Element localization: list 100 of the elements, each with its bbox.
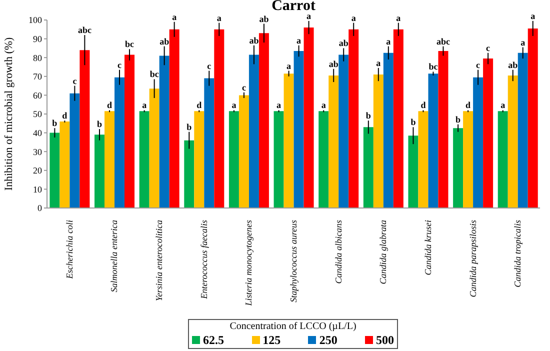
- bar: [348, 29, 359, 208]
- data-label: d: [466, 100, 471, 110]
- data-label: d: [107, 100, 112, 110]
- data-label: a: [500, 100, 506, 110]
- legend-label: 250: [318, 333, 338, 347]
- legend-title: Concentration of LCCO (µL/L): [228, 321, 358, 333]
- data-label: d: [196, 100, 202, 110]
- bar: [498, 111, 508, 208]
- data-label: c: [476, 60, 480, 70]
- bar: [149, 88, 160, 208]
- bar: [284, 74, 294, 208]
- data-label: a: [351, 12, 356, 23]
- data-label: abc: [436, 36, 450, 46]
- bar: [214, 29, 224, 208]
- bar: [238, 95, 249, 208]
- bar: [159, 56, 170, 208]
- data-label: b: [410, 117, 416, 128]
- bar: [518, 52, 528, 208]
- data-label: c: [118, 60, 122, 70]
- bar: [383, 52, 394, 208]
- data-label: d: [420, 100, 426, 110]
- bar: [80, 50, 90, 208]
- data-label: a: [216, 12, 222, 23]
- bar: [94, 134, 105, 208]
- data-label: a: [376, 58, 382, 68]
- bar: [428, 74, 438, 208]
- bar: [274, 111, 284, 208]
- data-label: bc: [150, 69, 159, 80]
- bar: [204, 78, 214, 208]
- y-tick-label: 70: [33, 72, 42, 82]
- x-tick-label: Candida glabrata: [378, 220, 388, 284]
- data-label: a: [232, 100, 237, 110]
- y-tick-label: 10: [33, 184, 42, 194]
- data-label: c: [242, 82, 246, 92]
- x-tick-label: Salmonella enterica: [109, 220, 120, 292]
- bar: [483, 58, 494, 208]
- bar: [508, 75, 518, 208]
- x-tick-label: Enterococcus faecalis: [198, 220, 209, 300]
- bar: [194, 111, 204, 208]
- data-label: d: [62, 110, 68, 121]
- bar: [304, 28, 314, 208]
- data-label: ab: [338, 38, 348, 48]
- data-label: a: [520, 37, 526, 48]
- legend-label: 500: [374, 333, 394, 347]
- bar: [408, 136, 418, 208]
- bar: [393, 29, 404, 208]
- y-axis-title: Inhibition of microbial growth (%): [2, 36, 15, 191]
- y-tick-label: 60: [33, 90, 42, 100]
- data-label: b: [52, 118, 58, 128]
- x-tick-label: Candida tropicalis: [512, 220, 523, 288]
- bar: [438, 51, 448, 208]
- bar: [228, 111, 239, 208]
- data-label: b: [97, 119, 102, 130]
- y-tick-label: 90: [33, 34, 42, 44]
- bar: [124, 54, 135, 208]
- bar: [453, 128, 464, 208]
- data-label: ab: [508, 60, 518, 70]
- data-label: a: [386, 36, 392, 46]
- x-tick-label: Yersinia enterocolitica: [154, 220, 164, 302]
- y-tick-label: 30: [33, 146, 42, 157]
- data-label: c: [486, 42, 490, 53]
- data-label: b: [186, 122, 192, 132]
- bar: [363, 127, 374, 208]
- x-tick-label: Staphylococcus aureus: [288, 220, 298, 302]
- y-tick-label: 20: [33, 166, 42, 176]
- x-tick-label: Candida krusei: [422, 220, 433, 276]
- y-tick-label: 50: [33, 109, 42, 120]
- bar: [139, 111, 150, 208]
- data-label: a: [530, 10, 536, 21]
- x-tick-label: Listeria monocytogenes: [244, 220, 254, 307]
- data-label: a: [321, 100, 326, 110]
- bar: [473, 77, 484, 208]
- data-label: a: [276, 100, 282, 110]
- bar: [248, 54, 259, 208]
- data-label: c: [72, 76, 77, 86]
- data-label: abc: [78, 25, 92, 36]
- data-label: ab: [249, 35, 259, 46]
- data-label: b: [456, 114, 461, 124]
- data-label: b: [366, 110, 371, 121]
- data-label: bc: [428, 62, 438, 72]
- legend-label: 125: [262, 333, 281, 347]
- legend-label: 62.5: [202, 333, 224, 347]
- data-label: a: [396, 12, 402, 23]
- data-label: c: [207, 60, 212, 71]
- bar: [184, 140, 194, 208]
- bar: [169, 29, 180, 208]
- data-label: a: [172, 12, 178, 22]
- bar: [373, 74, 384, 208]
- bar: [418, 111, 428, 208]
- bar: [104, 111, 115, 208]
- data-label: ab: [259, 14, 269, 24]
- data-label: a: [142, 100, 148, 110]
- bar: [294, 51, 304, 208]
- data-label: a: [296, 35, 302, 46]
- bar: [50, 132, 60, 208]
- data-label: a: [286, 60, 292, 71]
- bar: [70, 93, 80, 208]
- bar: [328, 75, 339, 208]
- data-label: bc: [125, 39, 134, 50]
- y-tick-label: 100: [28, 15, 42, 26]
